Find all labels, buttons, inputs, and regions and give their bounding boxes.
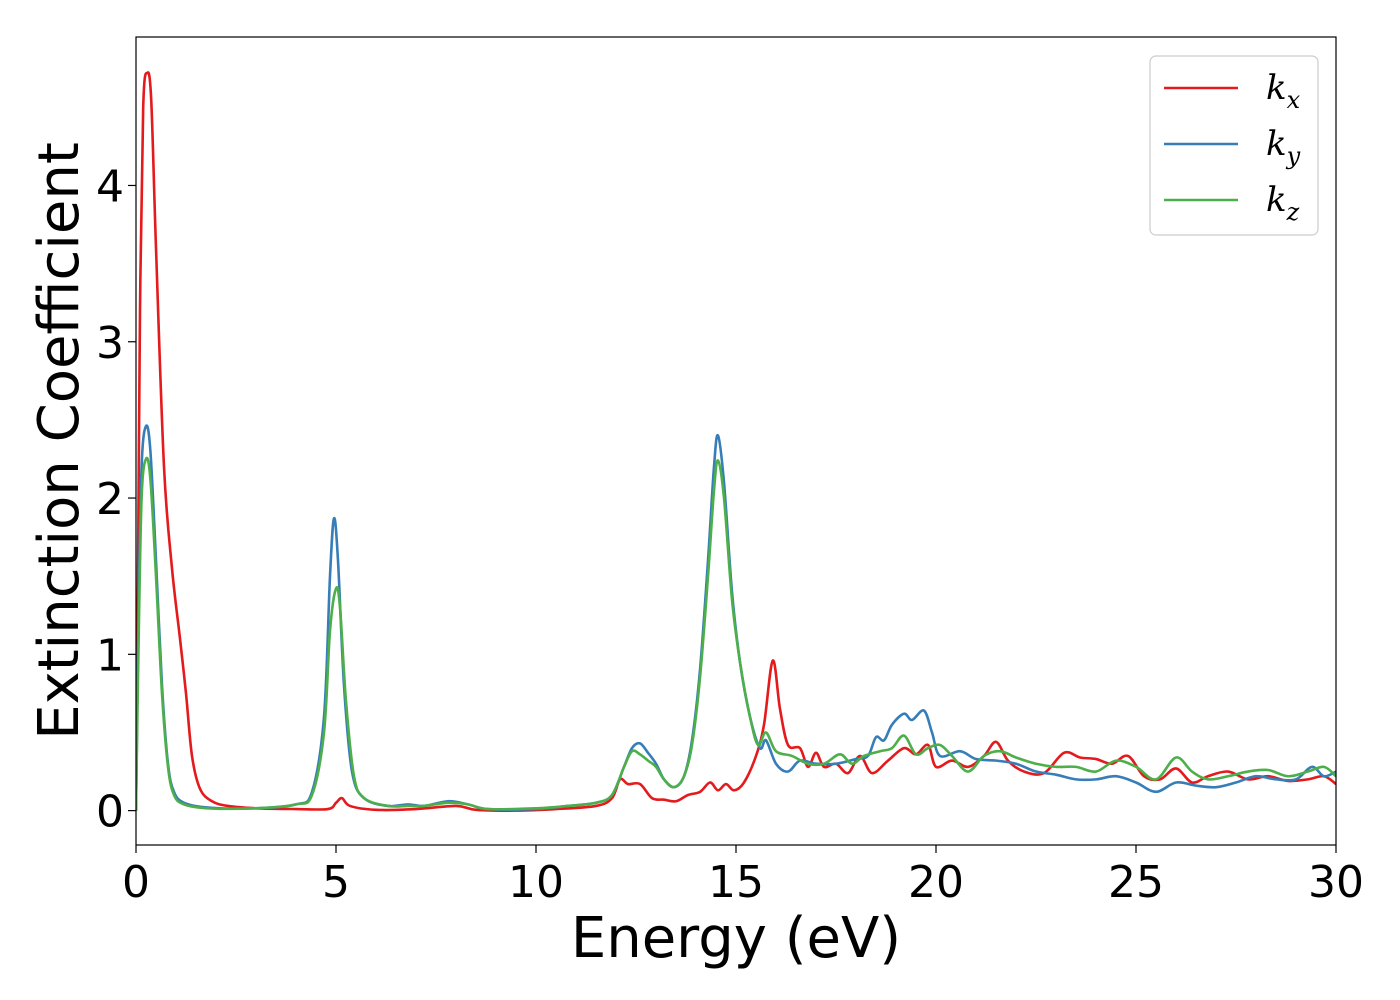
- y-tick-label: 0: [96, 787, 124, 838]
- y-tick-label: 3: [96, 318, 124, 369]
- series-layer: [136, 71, 1336, 812]
- x-axis: 0 5 10 15 20 25 30: [122, 845, 1364, 908]
- series-line-k_x: [136, 71, 1336, 812]
- legend-label-k_y: ky: [1266, 124, 1301, 170]
- y-tick-label: 2: [96, 474, 124, 525]
- legend-box: [1149, 55, 1319, 236]
- x-tick-label: 5: [322, 857, 350, 908]
- x-tick-label: 10: [508, 857, 564, 908]
- series-line-k_z: [136, 456, 1336, 811]
- x-tick-label: 0: [122, 857, 150, 908]
- legend-label-k_x: kx: [1266, 68, 1301, 114]
- x-tick-label: 25: [1108, 857, 1164, 908]
- y-axis-title: Extinction Coefficient: [27, 142, 92, 740]
- x-axis-title: Energy (eV): [571, 906, 901, 971]
- y-axis: 0 1 2 3 4: [96, 161, 136, 838]
- legend-label-k_z: kz: [1266, 180, 1300, 226]
- y-tick-label: 4: [96, 161, 124, 212]
- x-tick-label: 20: [908, 857, 964, 908]
- legend: kx ky kz: [1149, 55, 1319, 236]
- series-line-k_y: [136, 424, 1336, 811]
- y-tick-label: 1: [96, 630, 124, 681]
- x-tick-label: 30: [1308, 857, 1364, 908]
- x-tick-label: 15: [708, 857, 764, 908]
